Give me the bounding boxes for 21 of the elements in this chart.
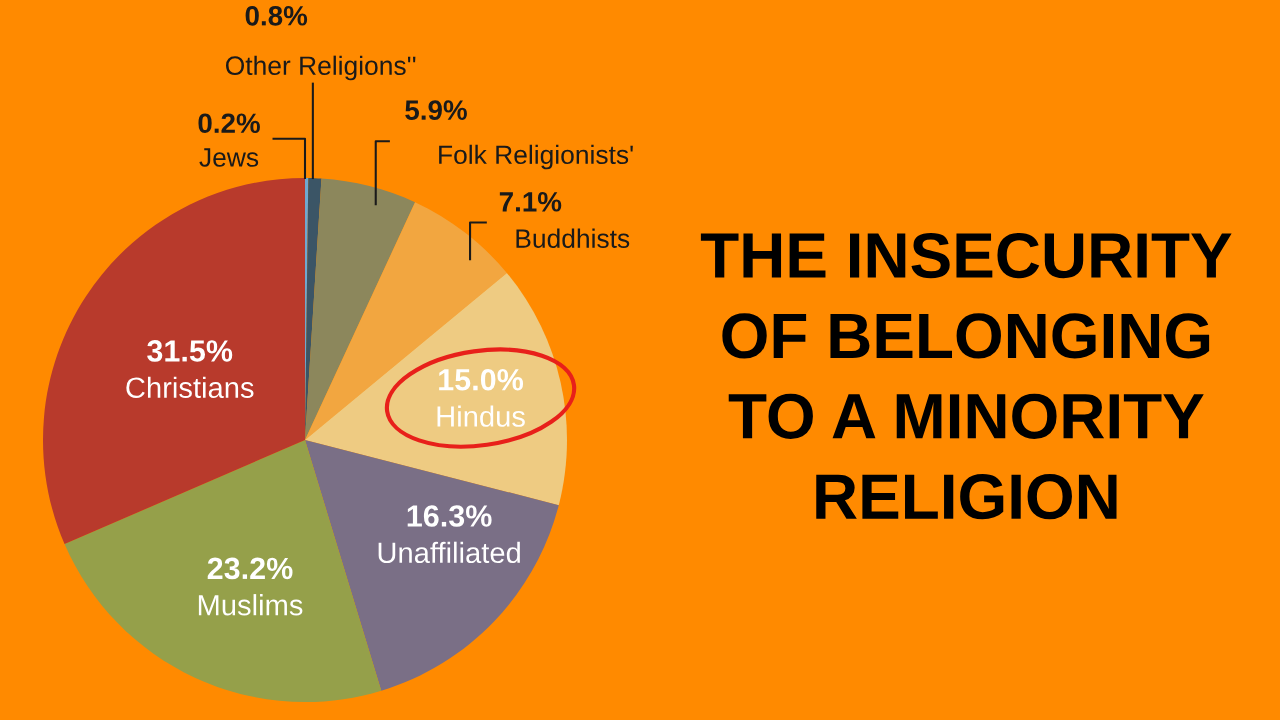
pie-slice bbox=[43, 178, 305, 545]
data-label: 7.1% bbox=[499, 192, 562, 212]
slice-label: Folk Religionists' bbox=[439, 144, 633, 170]
slice-label: Buddhists bbox=[516, 228, 630, 248]
slice-label: Christians bbox=[126, 376, 254, 399]
data-label: 16.3% bbox=[407, 505, 492, 527]
data-label: 23.2% bbox=[207, 557, 293, 580]
data-label: 0.8% bbox=[245, 5, 308, 26]
slice-label: Other Religions'' bbox=[226, 55, 416, 81]
data-label: 5.9% bbox=[405, 100, 467, 120]
pie-slice bbox=[305, 178, 416, 440]
pie-slice bbox=[305, 272, 567, 506]
text: THE INSECURITY OF BELONGING TO A MINORITY RELIGION bbox=[700, 232, 1232, 520]
slice-label: Muslims bbox=[198, 594, 303, 616]
slice-label: Unaffiliated bbox=[378, 541, 520, 564]
data-label: 0.2% bbox=[198, 113, 260, 134]
slice-label: Jews bbox=[199, 148, 259, 167]
slice-label: Hindus bbox=[437, 405, 525, 427]
data-label: 31.5% bbox=[147, 340, 233, 362]
pie-slice bbox=[305, 440, 559, 691]
data-label: 15.0% bbox=[439, 368, 524, 391]
